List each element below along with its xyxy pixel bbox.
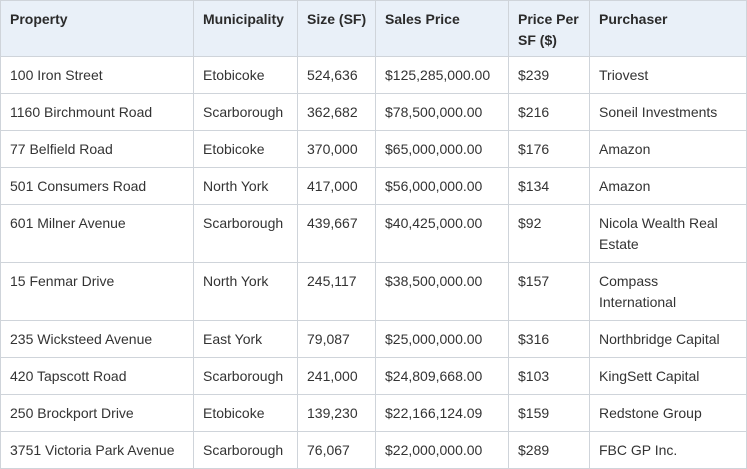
cell-price-per-sf: $239 bbox=[508, 56, 590, 94]
cell-municipality: North York bbox=[193, 262, 298, 321]
cell-sales-price: $78,500,000.00 bbox=[375, 93, 509, 131]
cell-sales-price: $24,809,668.00 bbox=[375, 357, 509, 395]
table-row: 100 Iron Street Etobicoke 524,636 $125,2… bbox=[0, 56, 747, 94]
cell-purchaser: Compass International bbox=[589, 262, 747, 321]
cell-municipality: Scarborough bbox=[193, 204, 298, 263]
cell-sales-price: $56,000,000.00 bbox=[375, 167, 509, 205]
cell-municipality: Scarborough bbox=[193, 431, 298, 469]
header-municipality: Municipality bbox=[193, 0, 298, 57]
cell-sales-price: $38,500,000.00 bbox=[375, 262, 509, 321]
header-price-per-sf: Price Per SF ($) bbox=[508, 0, 590, 57]
cell-municipality: Etobicoke bbox=[193, 130, 298, 168]
cell-size: 370,000 bbox=[297, 130, 376, 168]
cell-price-per-sf: $134 bbox=[508, 167, 590, 205]
cell-property: 3751 Victoria Park Avenue bbox=[0, 431, 194, 469]
cell-purchaser: Northbridge Capital bbox=[589, 320, 747, 358]
cell-property: 501 Consumers Road bbox=[0, 167, 194, 205]
table-row: 15 Fenmar Drive North York 245,117 $38,5… bbox=[0, 262, 747, 321]
cell-sales-price: $22,166,124.09 bbox=[375, 394, 509, 432]
cell-size: 79,087 bbox=[297, 320, 376, 358]
table-row: 3751 Victoria Park Avenue Scarborough 76… bbox=[0, 431, 747, 469]
cell-sales-price: $40,425,000.00 bbox=[375, 204, 509, 263]
cell-property: 100 Iron Street bbox=[0, 56, 194, 94]
cell-purchaser: Amazon bbox=[589, 130, 747, 168]
table-row: 250 Brockport Drive Etobicoke 139,230 $2… bbox=[0, 394, 747, 432]
cell-purchaser: FBC GP Inc. bbox=[589, 431, 747, 469]
cell-purchaser: Amazon bbox=[589, 167, 747, 205]
cell-price-per-sf: $103 bbox=[508, 357, 590, 395]
cell-property: 1160 Birchmount Road bbox=[0, 93, 194, 131]
cell-property: 15 Fenmar Drive bbox=[0, 262, 194, 321]
cell-price-per-sf: $216 bbox=[508, 93, 590, 131]
table-body: 100 Iron Street Etobicoke 524,636 $125,2… bbox=[0, 56, 747, 469]
cell-property: 77 Belfield Road bbox=[0, 130, 194, 168]
cell-price-per-sf: $289 bbox=[508, 431, 590, 469]
table-row: 1160 Birchmount Road Scarborough 362,682… bbox=[0, 93, 747, 131]
table-row: 420 Tapscott Road Scarborough 241,000 $2… bbox=[0, 357, 747, 395]
cell-purchaser: Triovest bbox=[589, 56, 747, 94]
cell-price-per-sf: $316 bbox=[508, 320, 590, 358]
cell-purchaser: KingSett Capital bbox=[589, 357, 747, 395]
cell-sales-price: $125,285,000.00 bbox=[375, 56, 509, 94]
cell-size: 76,067 bbox=[297, 431, 376, 469]
table-row: 601 Milner Avenue Scarborough 439,667 $4… bbox=[0, 204, 747, 263]
cell-purchaser: Soneil Investments bbox=[589, 93, 747, 131]
table-row: 77 Belfield Road Etobicoke 370,000 $65,0… bbox=[0, 130, 747, 168]
cell-property: 420 Tapscott Road bbox=[0, 357, 194, 395]
cell-size: 139,230 bbox=[297, 394, 376, 432]
cell-municipality: Scarborough bbox=[193, 93, 298, 131]
table-row: 235 Wicksteed Avenue East York 79,087 $2… bbox=[0, 320, 747, 358]
cell-price-per-sf: $157 bbox=[508, 262, 590, 321]
cell-property: 250 Brockport Drive bbox=[0, 394, 194, 432]
table-row: 501 Consumers Road North York 417,000 $5… bbox=[0, 167, 747, 205]
header-property: Property bbox=[0, 0, 194, 57]
cell-size: 524,636 bbox=[297, 56, 376, 94]
cell-purchaser: Nicola Wealth Real Estate bbox=[589, 204, 747, 263]
cell-sales-price: $22,000,000.00 bbox=[375, 431, 509, 469]
table-header: Property Municipality Size (SF) Sales Pr… bbox=[0, 0, 747, 57]
cell-sales-price: $25,000,000.00 bbox=[375, 320, 509, 358]
cell-size: 245,117 bbox=[297, 262, 376, 321]
cell-municipality: Etobicoke bbox=[193, 394, 298, 432]
cell-municipality: Scarborough bbox=[193, 357, 298, 395]
header-purchaser: Purchaser bbox=[589, 0, 747, 57]
cell-price-per-sf: $159 bbox=[508, 394, 590, 432]
header-size: Size (SF) bbox=[297, 0, 376, 57]
cell-price-per-sf: $176 bbox=[508, 130, 590, 168]
header-row: Property Municipality Size (SF) Sales Pr… bbox=[0, 0, 747, 57]
cell-sales-price: $65,000,000.00 bbox=[375, 130, 509, 168]
cell-property: 601 Milner Avenue bbox=[0, 204, 194, 263]
cell-size: 241,000 bbox=[297, 357, 376, 395]
cell-municipality: North York bbox=[193, 167, 298, 205]
cell-property: 235 Wicksteed Avenue bbox=[0, 320, 194, 358]
cell-price-per-sf: $92 bbox=[508, 204, 590, 263]
cell-purchaser: Redstone Group bbox=[589, 394, 747, 432]
cell-size: 439,667 bbox=[297, 204, 376, 263]
cell-size: 362,682 bbox=[297, 93, 376, 131]
cell-municipality: East York bbox=[193, 320, 298, 358]
cell-municipality: Etobicoke bbox=[193, 56, 298, 94]
header-sales-price: Sales Price bbox=[375, 0, 509, 57]
cell-size: 417,000 bbox=[297, 167, 376, 205]
